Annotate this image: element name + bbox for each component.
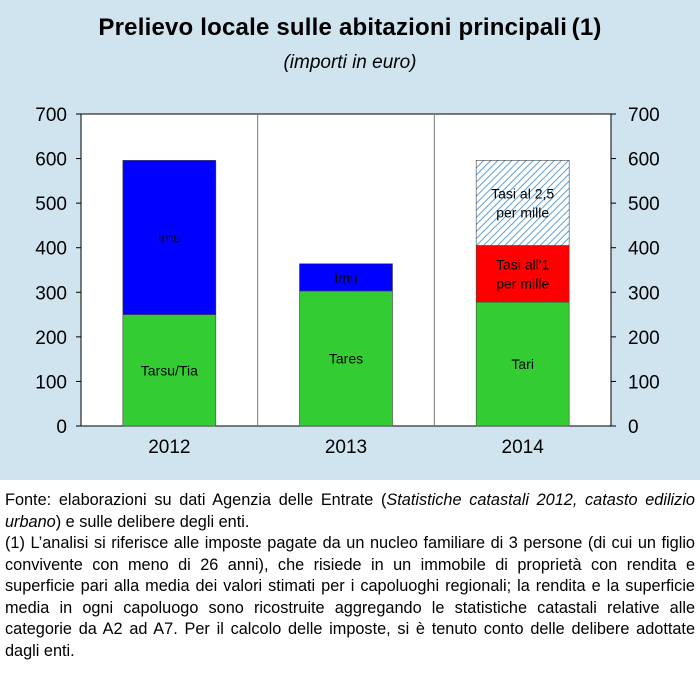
y-tick-label-right: 300	[628, 283, 660, 304]
y-tick-label-left: 200	[35, 328, 67, 349]
axis-ticks: 0 0 100 100 200 200 300 300 400 400 500 500 600 600 70…	[35, 105, 659, 458]
y-tick-label-left: 100	[35, 372, 67, 393]
segment-label: Tasi al 2,5	[491, 185, 554, 201]
y-tick-label-left: 600	[35, 150, 67, 171]
y-tick-label-right: 500	[628, 194, 660, 215]
bar-segment	[122, 160, 217, 315]
y-tick-label-right: 600	[628, 150, 660, 171]
segment-label: Tares	[329, 350, 363, 366]
x-tick-label: 2014	[502, 437, 545, 458]
segment-label: Tarsu/Tia	[141, 362, 198, 378]
footnote-1: (1) L’analisi si riferisce alle imposte …	[5, 534, 695, 660]
source-italic: Statistiche catastali 2012, catasto edil…	[5, 491, 695, 531]
y-tick-label-right: 400	[628, 239, 660, 260]
y-tick-label-left: 400	[35, 239, 67, 260]
segment-label: Tari	[511, 356, 534, 372]
y-tick-label-left: 300	[35, 283, 67, 304]
chart-title: Prelievo locale sulle abitazioni princip…	[0, 14, 700, 42]
segment-label: Imu	[158, 229, 181, 245]
bar-segment	[475, 245, 570, 303]
x-tick-label: 2012	[148, 437, 190, 458]
y-tick-label-right: 700	[628, 105, 660, 126]
chart-subtitle: (importi in euro)	[283, 52, 417, 73]
source-suffix: ) e sulle delibere degli enti.	[55, 512, 250, 531]
grid-lines	[257, 114, 435, 426]
bar-segments	[122, 160, 570, 427]
segment-label: Tasi all'1	[496, 256, 549, 272]
segment-label: Imu	[334, 269, 357, 285]
x-tick-label: 2013	[325, 437, 367, 458]
segment-labels: Tarsu/Tia Imu Tares Imu Tari Tasi all'1 per mi…	[141, 185, 555, 378]
source-note: Fonte: elaborazioni su dati Agenzia dell…	[5, 490, 695, 533]
bar-segment	[475, 160, 570, 246]
y-tick-label-left: 700	[35, 105, 67, 126]
segment-label: per mille	[496, 275, 549, 291]
y-tick-label-right: 100	[628, 372, 660, 393]
chart-title-note-ref: (1)	[571, 14, 602, 41]
bar-segment	[122, 314, 217, 427]
chart-title-main: Prelievo locale sulle abitazioni princip…	[98, 14, 568, 41]
y-tick-label-left: 500	[35, 194, 67, 215]
bar-segment	[475, 301, 570, 427]
stacked-bar-chart: Tarsu/Tia Imu Tares Imu Tari Tasi all'1 per mi…	[35, 105, 659, 458]
y-tick-label-right: 0	[628, 417, 639, 438]
source-prefix: Fonte: elaborazioni su dati Agenzia dell…	[5, 491, 387, 509]
y-tick-label-left: 0	[56, 417, 67, 438]
bar-segment	[299, 263, 393, 292]
y-tick-label-right: 200	[628, 328, 660, 349]
bar-segment	[299, 290, 393, 427]
segment-label: per mille	[496, 204, 549, 220]
chart-footer: Fonte: elaborazioni su dati Agenzia dell…	[5, 490, 695, 662]
